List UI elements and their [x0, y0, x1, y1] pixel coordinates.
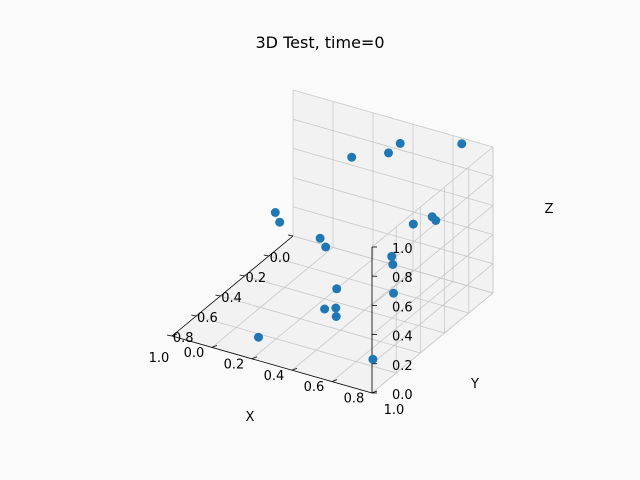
grid-line — [331, 281, 454, 382]
y-tick-label: 1.0 — [384, 403, 405, 418]
grid-line — [371, 234, 494, 335]
grid-line — [292, 177, 494, 235]
data-point — [431, 216, 441, 225]
z-tick-label: 0.8 — [392, 271, 413, 286]
tick-labels: 0.00.20.40.60.81.0 0.00.20.40.60.81.00.00… — [149, 234, 413, 418]
grid-line — [371, 263, 494, 365]
data-point — [457, 139, 467, 149]
side-pane — [372, 147, 493, 393]
z-tick-label: 0.0 — [392, 388, 413, 403]
y-tick-label: 0.2 — [224, 357, 245, 372]
data-point — [321, 242, 331, 252]
y-tick-mark — [211, 345, 218, 348]
y-tick-label: 0.4 — [264, 369, 285, 384]
grid-line — [211, 247, 334, 348]
data-point — [388, 260, 398, 269]
z-tick-label: 0.6 — [392, 300, 413, 315]
x-tick-mark — [215, 294, 221, 297]
data-points — [254, 138, 467, 364]
grid-line — [371, 292, 494, 394]
data-point — [408, 219, 418, 229]
grid-line — [292, 206, 494, 265]
grid-line — [291, 269, 414, 371]
data-point — [347, 152, 357, 162]
x-axis-label: X — [246, 410, 255, 425]
grid-line — [371, 205, 494, 306]
grid-line — [196, 315, 397, 374]
chart-title: 3D Test, time=0 — [255, 33, 385, 52]
axis-labels: X Y Z — [246, 202, 554, 425]
data-point — [315, 233, 325, 243]
data-point — [332, 284, 342, 294]
grid-line — [371, 146, 494, 248]
x-tick-label: 0.6 — [197, 311, 218, 326]
x-tick-mark — [191, 314, 197, 317]
y-axis-label: Y — [470, 377, 479, 392]
x-tick-label: 1.0 — [149, 351, 170, 366]
y-tick-mark — [291, 367, 298, 371]
z-axis-label: Z — [545, 202, 554, 217]
y-tick-mark — [171, 333, 178, 337]
x-tick-label: 0.2 — [245, 271, 266, 286]
data-point — [270, 208, 280, 217]
x-tick-mark — [239, 274, 245, 277]
x-tick-mark — [166, 334, 173, 337]
data-point — [254, 332, 263, 342]
data-point — [275, 217, 285, 227]
x-tick-mark — [263, 254, 269, 257]
data-point — [395, 138, 405, 148]
data-point — [320, 304, 330, 314]
y-tick-label: 0.6 — [304, 380, 325, 395]
z-tick-label: 0.4 — [392, 330, 413, 345]
x-tick-label: 0.4 — [221, 291, 242, 306]
x-tick-label: 0.8 — [173, 331, 194, 346]
z-tick-label: 1.0 — [392, 242, 413, 257]
z-tick-label: 0.2 — [392, 359, 413, 374]
data-point — [389, 288, 398, 298]
grid-line — [244, 275, 445, 334]
x-tick-label: 0.0 — [270, 251, 291, 266]
data-point — [331, 303, 341, 313]
grid-line — [268, 255, 469, 314]
y-tick-mark — [251, 356, 258, 360]
data-point — [384, 148, 393, 158]
x-tick-mark — [287, 234, 294, 237]
grid-line — [251, 258, 374, 360]
y-tick-label: 0.0 — [184, 346, 205, 361]
y-axis-line — [171, 335, 373, 394]
grid-line — [220, 295, 421, 354]
data-point — [387, 251, 397, 261]
y-tick-mark — [331, 379, 338, 382]
axis-lines — [171, 235, 373, 394]
data-point — [331, 312, 341, 321]
grid-line — [292, 118, 494, 177]
x-axis-line — [171, 235, 294, 337]
y-tick-label: 0.8 — [344, 392, 365, 407]
grid-line — [292, 89, 494, 148]
grid-line — [292, 148, 494, 206]
data-point — [368, 354, 378, 364]
